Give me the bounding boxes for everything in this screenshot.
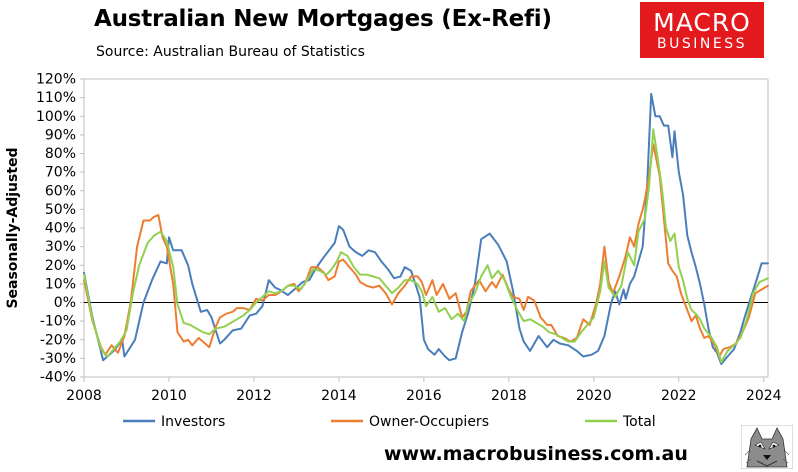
x-tick-label: 2018: [491, 388, 527, 404]
footer-url: www.macrobusiness.com.au: [384, 443, 688, 465]
macrobusiness-logo: MACRO BUSINESS: [640, 2, 764, 58]
y-axis-label: Seasonally-Adjusted: [5, 147, 21, 308]
x-tick-label: 2020: [576, 388, 612, 404]
legend-label: Total: [622, 414, 656, 430]
series-line-total: [83, 128, 769, 364]
y-tick-label: 50%: [45, 202, 76, 218]
chart-title: Australian New Mortgages (Ex-Refi): [94, 6, 552, 32]
x-tick-label: 2012: [236, 388, 272, 404]
y-tick-label: -20%: [40, 332, 76, 348]
y-tick-label: 110%: [36, 90, 76, 106]
x-tick-label: 2024: [746, 388, 782, 404]
x-tick-label: 2010: [151, 388, 187, 404]
y-tick-label: 0%: [54, 295, 76, 311]
x-tick-label: 2022: [661, 388, 697, 404]
y-tick-label: 80%: [45, 146, 76, 162]
y-tick-label: 10%: [45, 276, 76, 292]
x-tick-label: 2014: [321, 388, 357, 404]
y-tick-label: -10%: [40, 314, 76, 330]
x-tick-label: 2016: [406, 388, 442, 404]
legend-label: Owner-Occupiers: [369, 414, 489, 430]
logo-line-2: BUSINESS: [657, 36, 747, 52]
y-tick-label: 40%: [45, 221, 76, 237]
wolf-logo-icon: [741, 425, 793, 469]
y-tick-label: 70%: [45, 165, 76, 181]
chart-subtitle: Source: Australian Bureau of Statistics: [96, 44, 365, 60]
y-tick-label: 100%: [36, 109, 76, 125]
y-tick-label: 90%: [45, 127, 76, 143]
series-line-owner-occupiers: [83, 143, 769, 358]
y-tick-label: 20%: [45, 258, 76, 274]
series-line-investors: [83, 92, 769, 365]
legend-label: Investors: [161, 414, 225, 430]
y-tick-label: -40%: [40, 370, 76, 386]
y-tick-label: 60%: [45, 183, 76, 199]
y-tick-label: -30%: [40, 351, 76, 367]
y-tick-label: 120%: [36, 72, 76, 88]
logo-line-1: MACRO: [653, 8, 751, 37]
x-tick-label: 2008: [66, 388, 102, 404]
y-tick-label: 30%: [45, 239, 76, 255]
